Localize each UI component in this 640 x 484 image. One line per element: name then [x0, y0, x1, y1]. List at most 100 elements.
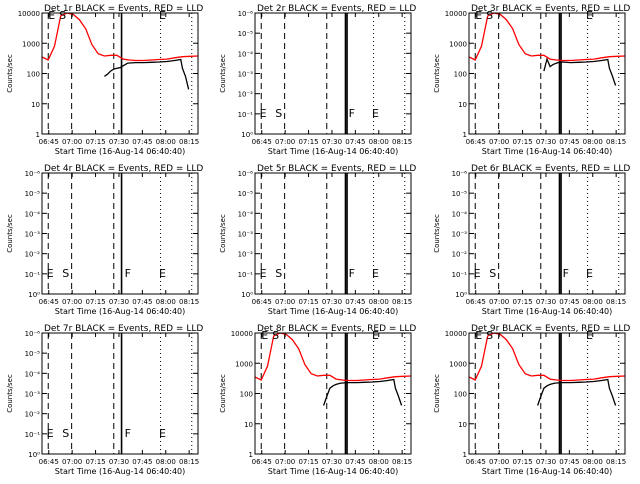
x-tick-label: 07:00 [62, 298, 82, 306]
y-axis-label: Counts/sec [6, 374, 14, 413]
x-tick-label: 07:45 [559, 138, 579, 146]
y-tick-label: 10⁻⁵ [25, 350, 41, 358]
y-axis-label: Counts/sec [433, 54, 441, 93]
y-tick-label: 10⁻¹ [452, 271, 468, 279]
x-tick-label: 07:45 [559, 458, 579, 466]
y-tick-label: 10 [244, 421, 253, 429]
y-tick-label: 10⁻⁶ [452, 170, 468, 178]
x-tick-label: 07:45 [345, 298, 365, 306]
event-letter: S [486, 329, 493, 342]
event-letter: E [159, 267, 166, 280]
x-tick-label: 06:45 [466, 138, 486, 146]
x-axis-label: Start Time (16-Aug-14 06:40:40) [482, 147, 613, 156]
y-tick-label: 10⁻⁵ [452, 190, 468, 198]
y-tick-label: 10⁻² [238, 251, 254, 259]
x-tick-label: 08:15 [392, 458, 412, 466]
x-tick-label: 08:15 [606, 458, 626, 466]
y-tick-label: 1000 [22, 40, 40, 48]
x-tick-label: 08:00 [583, 138, 603, 146]
x-tick-label: 07:45 [559, 298, 579, 306]
y-tick-label: 10⁻⁶ [25, 170, 41, 178]
x-axis-label: Start Time (16-Aug-14 06:40:40) [55, 467, 186, 476]
y-tick-label: 10⁻³ [238, 71, 254, 79]
y-tick-label: 1000 [449, 40, 467, 48]
event-letter: E [372, 107, 379, 120]
plot-area [47, 173, 193, 294]
x-tick-label: 08:15 [392, 298, 412, 306]
chart-panel: Det 9r BLACK = Events, RED = LLD Start Ti… [433, 324, 630, 476]
event-letter: E [260, 107, 267, 120]
x-tick-label: 06:45 [252, 298, 272, 306]
event-letter: S [275, 107, 282, 120]
x-tick-label: 07:00 [489, 298, 509, 306]
x-tick-label: 07:15 [85, 138, 105, 146]
x-tick-label: 08:00 [156, 458, 176, 466]
event-letter: S [486, 9, 493, 22]
x-axis-label: Start Time (16-Aug-14 06:40:40) [268, 467, 399, 476]
event-letter: E [474, 267, 481, 280]
x-tick-label: 08:15 [392, 138, 412, 146]
x-tick-label: 06:45 [39, 298, 59, 306]
y-axis-label: Counts/sec [6, 214, 14, 253]
x-tick-label: 08:00 [156, 138, 176, 146]
x-tick-label: 07:15 [512, 458, 532, 466]
x-tick-label: 08:15 [179, 298, 199, 306]
series-line-events [536, 378, 617, 406]
event-letter: F [349, 267, 355, 280]
x-tick-label: 08:15 [606, 298, 626, 306]
x-tick-label: 06:45 [39, 138, 59, 146]
y-tick-label: 10⁻⁶ [25, 330, 41, 338]
y-tick-label: 10⁻⁴ [452, 210, 468, 218]
event-letter: E [159, 9, 166, 22]
x-tick-label: 07:45 [132, 138, 152, 146]
x-tick-label: 07:30 [109, 298, 129, 306]
x-tick-label: 07:15 [512, 138, 532, 146]
y-axis-label: Counts/sec [433, 374, 441, 413]
y-tick-label: 10⁰ [28, 451, 40, 459]
x-tick-label: 06:45 [39, 458, 59, 466]
y-tick-label: 1 [463, 131, 467, 139]
x-tick-label: 07:30 [536, 298, 556, 306]
chart-title: Det 1r BLACK = Events, RED = LLD [44, 4, 203, 14]
x-tick-label: 06:45 [252, 458, 272, 466]
x-axis-label: Start Time (16-Aug-14 06:40:40) [55, 147, 186, 156]
event-letter: F [563, 267, 569, 280]
y-tick-label: 10⁻³ [25, 231, 41, 239]
x-tick-label: 07:45 [345, 458, 365, 466]
y-tick-label: 10 [31, 101, 40, 109]
chart-title: Det 4r BLACK = Events, RED = LLD [44, 164, 203, 174]
x-axis-label: Start Time (16-Aug-14 06:40:40) [482, 307, 613, 316]
event-letter: E [48, 9, 55, 22]
plot-area [42, 13, 198, 134]
y-tick-label: 10⁻² [452, 251, 468, 259]
y-axis-label: Counts/sec [433, 214, 441, 253]
x-tick-label: 07:15 [298, 458, 318, 466]
x-tick-label: 07:00 [489, 458, 509, 466]
x-axis-label: Start Time (16-Aug-14 06:40:40) [268, 307, 399, 316]
x-axis-label: Start Time (16-Aug-14 06:40:40) [268, 147, 399, 156]
plot-area [260, 13, 406, 134]
chart-panel: Det 4r BLACK = Events, RED = LLD Start Ti… [6, 164, 203, 316]
chart-title: Det 7r BLACK = Events, RED = LLD [44, 324, 203, 334]
chart-panel: Det 6r BLACK = Events, RED = LLD Start Ti… [433, 164, 630, 316]
y-tick-label: 100 [454, 391, 467, 399]
y-tick-label: 10⁻⁴ [238, 210, 254, 218]
x-tick-label: 08:00 [583, 458, 603, 466]
plot-area [260, 173, 406, 294]
x-tick-label: 08:00 [369, 138, 389, 146]
x-tick-label: 08:15 [179, 458, 199, 466]
y-tick-label: 10⁻⁵ [238, 190, 254, 198]
plot-frame [468, 332, 626, 455]
y-tick-label: 10000 [231, 330, 253, 338]
plot-frame [41, 12, 199, 135]
plot-frame [254, 332, 412, 455]
x-tick-label: 07:00 [275, 458, 295, 466]
chart-panel: Det 2r BLACK = Events, RED = LLD Start Ti… [219, 4, 416, 156]
y-tick-label: 1 [463, 451, 467, 459]
x-tick-label: 07:30 [109, 458, 129, 466]
y-axis-label: Counts/sec [219, 374, 227, 413]
event-letter: F [349, 107, 355, 120]
x-tick-label: 07:15 [298, 298, 318, 306]
plot-area [474, 173, 620, 294]
